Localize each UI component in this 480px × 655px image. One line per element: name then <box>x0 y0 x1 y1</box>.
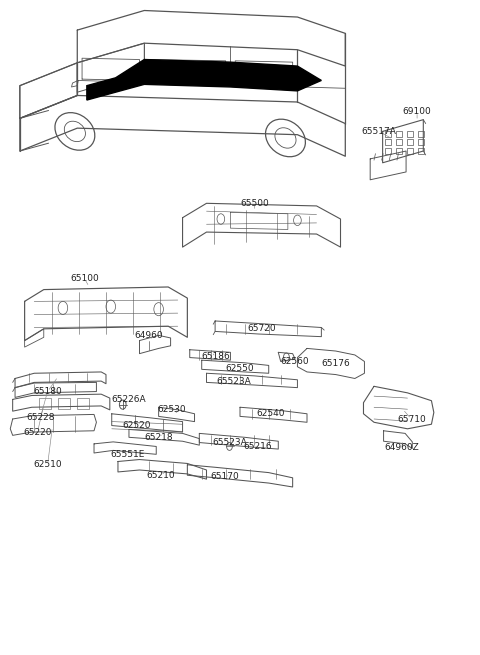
Text: 65517A: 65517A <box>361 127 396 136</box>
Text: 62510: 62510 <box>33 460 62 469</box>
Ellipse shape <box>265 119 305 157</box>
Bar <box>396 148 402 154</box>
Polygon shape <box>87 60 322 100</box>
Text: 65180: 65180 <box>33 387 62 396</box>
Text: 65186: 65186 <box>202 352 230 362</box>
Bar <box>396 131 402 137</box>
Bar <box>407 140 413 145</box>
Text: 62520: 62520 <box>123 421 151 430</box>
Bar <box>407 148 413 154</box>
Text: 65228: 65228 <box>26 413 55 422</box>
Text: 62560: 62560 <box>281 357 309 366</box>
Bar <box>418 140 424 145</box>
Ellipse shape <box>55 113 95 150</box>
Text: 62550: 62550 <box>226 364 254 373</box>
Ellipse shape <box>64 121 85 141</box>
Text: 65551E: 65551E <box>110 450 144 458</box>
Text: 64960: 64960 <box>135 331 163 340</box>
Text: 65220: 65220 <box>24 428 52 437</box>
Text: 65216: 65216 <box>243 442 272 451</box>
Bar <box>418 131 424 137</box>
Bar <box>396 140 402 145</box>
Bar <box>58 398 70 409</box>
Text: 69100: 69100 <box>403 107 432 117</box>
Text: 64960Z: 64960Z <box>384 443 419 452</box>
Text: 65500: 65500 <box>240 199 269 208</box>
Text: 65100: 65100 <box>70 274 99 283</box>
Text: 65176: 65176 <box>321 359 350 368</box>
Bar <box>418 148 424 154</box>
Text: 65720: 65720 <box>247 324 276 333</box>
Text: 65226A: 65226A <box>112 395 146 404</box>
Ellipse shape <box>275 128 296 148</box>
Bar <box>385 140 391 145</box>
Text: 62530: 62530 <box>158 405 186 415</box>
Bar <box>407 131 413 137</box>
Bar <box>385 148 391 154</box>
Text: 65523A: 65523A <box>216 377 251 386</box>
Bar <box>77 398 89 409</box>
Text: 65170: 65170 <box>210 472 239 481</box>
Text: 65523A: 65523A <box>212 438 247 447</box>
Bar <box>39 398 51 409</box>
Text: 65210: 65210 <box>147 471 175 479</box>
Text: 65710: 65710 <box>397 415 426 424</box>
Text: 65218: 65218 <box>144 433 173 442</box>
Text: 62540: 62540 <box>257 409 285 419</box>
Bar <box>385 131 391 137</box>
